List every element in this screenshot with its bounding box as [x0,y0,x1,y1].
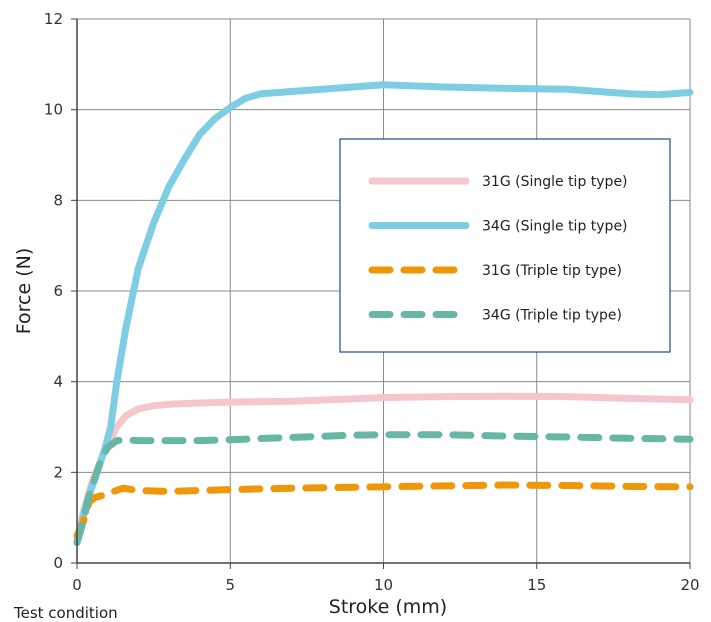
x-tick-label: 5 [225,576,235,594]
legend-label: 34G (Single tip type) [482,219,628,235]
y-tick-label: 12 [44,10,63,28]
x-tick-label: 0 [72,576,82,594]
axes [71,18,691,569]
legend-label: 31G (Single tip type) [482,174,628,190]
y-tick-label: 2 [53,463,63,481]
y-axis-label: Force (N) [13,248,35,334]
legend-label: 34G (Triple tip type) [482,308,622,324]
legend: 31G (Single tip type) 34G (Single tip typ… [339,138,671,353]
legend-label: 31G (Triple tip type) [482,263,622,279]
x-axis-label: Stroke (mm) [329,596,447,618]
series-lines [73,81,694,547]
y-tick-label: 10 [44,101,63,119]
x-tick-label: 15 [527,576,546,594]
y-tick-label: 4 [53,373,63,391]
test-condition-note: Test condition [14,604,118,622]
tick-labels: 0 2 4 6 8 10 12 0 5 10 15 20 [44,10,700,594]
y-tick-label: 8 [53,191,63,209]
y-tick-label: 0 [53,554,63,572]
legend-box [339,138,671,353]
x-tick-label: 10 [374,576,393,594]
series-line-2 [73,81,694,547]
y-tick-label: 6 [53,282,63,300]
series-line-4 [73,431,694,547]
x-tick-label: 20 [680,576,699,594]
series-line-3 [73,481,694,540]
